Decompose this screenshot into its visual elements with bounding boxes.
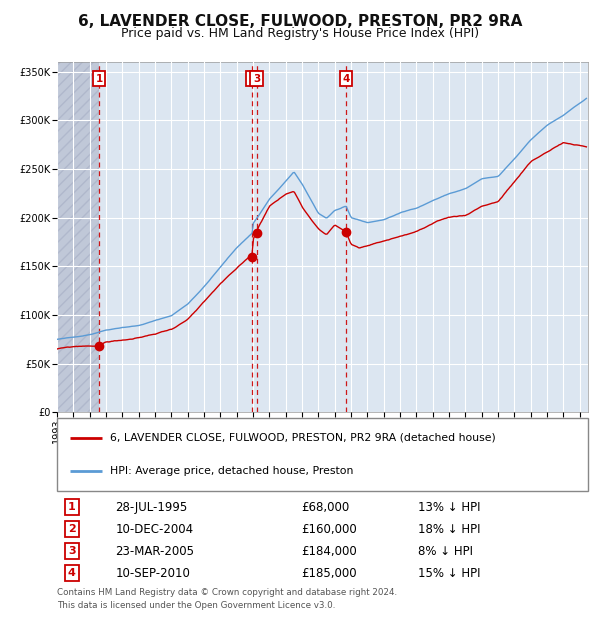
Text: £184,000: £184,000	[301, 544, 357, 557]
Text: 15% ↓ HPI: 15% ↓ HPI	[418, 567, 481, 580]
Bar	[57, 62, 99, 412]
Text: 4: 4	[343, 74, 350, 84]
Text: 10-SEP-2010: 10-SEP-2010	[115, 567, 190, 580]
Text: 4: 4	[68, 568, 76, 578]
Text: Price paid vs. HM Land Registry's House Price Index (HPI): Price paid vs. HM Land Registry's House …	[121, 27, 479, 40]
Text: This data is licensed under the Open Government Licence v3.0.: This data is licensed under the Open Gov…	[57, 601, 335, 611]
Text: 3: 3	[68, 546, 76, 556]
Text: 10-DEC-2004: 10-DEC-2004	[115, 523, 194, 536]
Text: 1: 1	[95, 74, 103, 84]
Text: 18% ↓ HPI: 18% ↓ HPI	[418, 523, 481, 536]
Text: Contains HM Land Registry data © Crown copyright and database right 2024.: Contains HM Land Registry data © Crown c…	[57, 588, 397, 597]
Text: 8% ↓ HPI: 8% ↓ HPI	[418, 544, 473, 557]
Text: £160,000: £160,000	[301, 523, 357, 536]
Text: 1: 1	[68, 502, 76, 512]
Text: 6, LAVENDER CLOSE, FULWOOD, PRESTON, PR2 9RA (detached house): 6, LAVENDER CLOSE, FULWOOD, PRESTON, PR2…	[110, 433, 496, 443]
Text: 28-JUL-1995: 28-JUL-1995	[115, 500, 188, 513]
Text: £68,000: £68,000	[301, 500, 350, 513]
Text: 6, LAVENDER CLOSE, FULWOOD, PRESTON, PR2 9RA: 6, LAVENDER CLOSE, FULWOOD, PRESTON, PR2…	[78, 14, 522, 29]
Text: 2: 2	[248, 74, 256, 84]
Text: HPI: Average price, detached house, Preston: HPI: Average price, detached house, Pres…	[110, 466, 353, 476]
Text: £185,000: £185,000	[301, 567, 357, 580]
Text: 23-MAR-2005: 23-MAR-2005	[115, 544, 194, 557]
Text: 3: 3	[253, 74, 260, 84]
Text: 13% ↓ HPI: 13% ↓ HPI	[418, 500, 481, 513]
Text: 2: 2	[68, 524, 76, 534]
